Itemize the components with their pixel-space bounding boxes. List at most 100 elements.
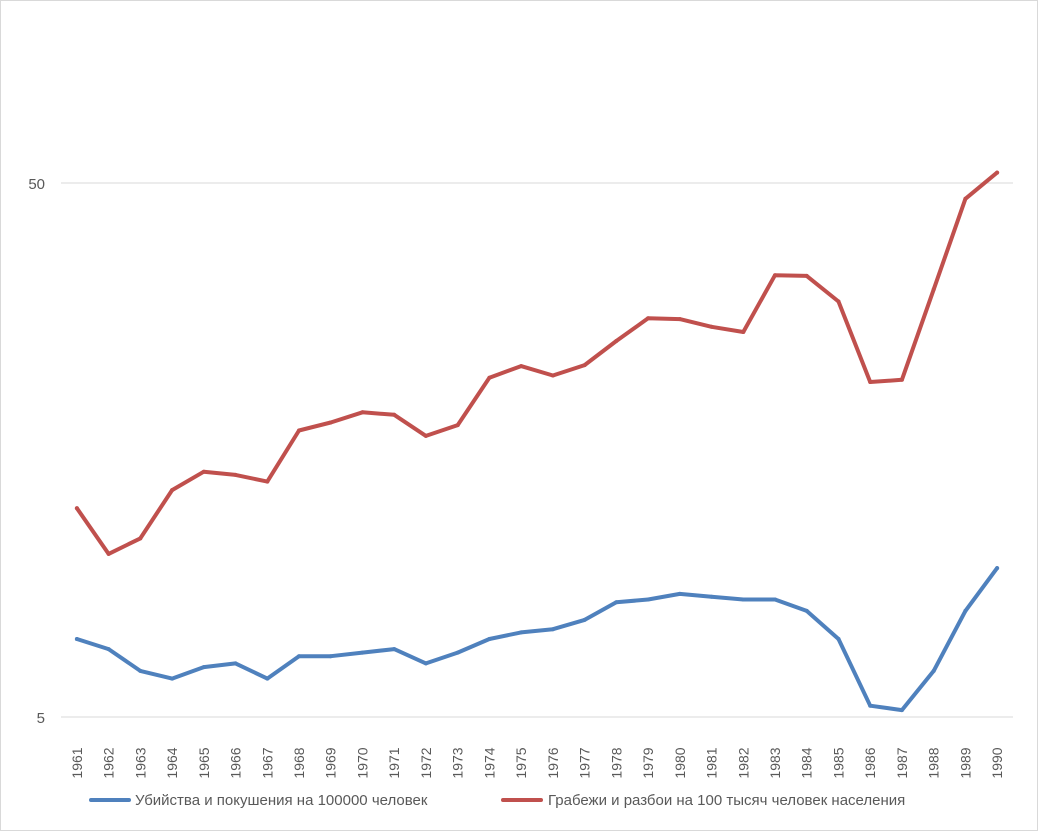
x-tick-label: 1972 <box>418 747 434 778</box>
data-point <box>170 676 175 681</box>
data-point <box>138 536 143 541</box>
data-point <box>74 637 79 641</box>
data-point <box>995 170 1000 175</box>
data-point <box>582 617 587 622</box>
x-tick-label: 1987 <box>894 747 910 778</box>
data-point <box>455 423 460 428</box>
y-tick-label: 50 <box>28 176 45 193</box>
data-point <box>487 637 492 641</box>
data-point <box>265 676 270 681</box>
data-point <box>487 375 492 380</box>
x-tick-label: 1982 <box>735 747 751 778</box>
data-point <box>677 591 682 596</box>
legend-item: Грабежи и разбои на 100 тысяч человек на… <box>501 792 905 809</box>
data-point <box>931 287 936 292</box>
x-tick-label: 1971 <box>386 747 402 778</box>
x-tick-label: 1981 <box>704 747 720 778</box>
data-point <box>899 708 904 713</box>
x-tick-label: 1985 <box>830 747 846 778</box>
x-tick-label: 1967 <box>259 747 275 778</box>
x-tick-label: 1988 <box>926 747 942 778</box>
data-point <box>297 654 301 659</box>
data-point <box>963 608 968 613</box>
x-tick-label: 1983 <box>767 747 783 778</box>
series-line-1 <box>74 566 1000 713</box>
x-tick-label: 1969 <box>323 747 339 778</box>
data-point <box>995 566 1000 571</box>
data-point <box>741 330 746 334</box>
data-point <box>741 597 746 602</box>
data-point <box>74 506 79 511</box>
x-tick-label: 1968 <box>291 747 307 778</box>
x-tick-label: 1977 <box>577 747 593 778</box>
legend-label: Грабежи и разбои на 100 тысяч человек на… <box>548 792 905 809</box>
data-point <box>709 594 714 599</box>
data-point <box>328 420 333 425</box>
data-point <box>233 661 238 666</box>
x-tick-label: 1962 <box>101 747 117 778</box>
x-tick-label: 1990 <box>989 747 1005 778</box>
data-point <box>423 661 428 666</box>
data-point <box>899 377 904 382</box>
data-point <box>709 324 714 329</box>
x-tick-label: 1989 <box>957 747 973 778</box>
series-1 <box>74 566 1000 713</box>
legend-item: Убийства и покушения на 100000 человек <box>89 792 428 809</box>
data-point <box>836 299 841 304</box>
data-point <box>868 703 873 708</box>
series-line-2 <box>74 170 1000 556</box>
series-2 <box>74 170 1000 556</box>
x-tick-label: 1964 <box>164 747 180 778</box>
data-point <box>804 608 809 613</box>
data-point <box>233 472 238 477</box>
x-tick-label: 1984 <box>799 747 815 778</box>
data-point <box>868 380 873 384</box>
data-point <box>582 363 587 368</box>
x-tick-label: 1961 <box>69 747 85 778</box>
data-point <box>297 428 301 433</box>
data-point <box>804 273 809 278</box>
data-point <box>201 665 206 670</box>
x-tick-label: 1966 <box>228 747 244 778</box>
data-point <box>677 317 682 322</box>
data-point <box>392 647 397 652</box>
data-point <box>265 479 270 484</box>
x-tick-label: 1965 <box>196 747 212 778</box>
data-point <box>773 597 777 602</box>
data-point <box>360 410 365 415</box>
data-point <box>550 627 555 632</box>
data-point <box>931 668 936 673</box>
x-tick-label: 1974 <box>481 747 497 778</box>
legend-label: Убийства и покушения на 100000 человек <box>135 792 428 809</box>
data-point <box>328 654 333 659</box>
data-point <box>423 433 428 438</box>
data-point <box>519 630 524 635</box>
x-tick-label: 1973 <box>450 747 466 778</box>
y-tick-label: 5 <box>37 710 45 727</box>
x-tick-label: 1975 <box>513 747 529 778</box>
x-tick-label: 1976 <box>545 747 561 778</box>
data-point <box>614 339 619 343</box>
data-point <box>519 364 524 369</box>
data-point <box>106 551 111 556</box>
x-tick-label: 1980 <box>672 747 688 778</box>
x-tick-label: 1978 <box>608 747 624 778</box>
data-point <box>646 597 651 602</box>
data-point <box>646 316 651 321</box>
data-point <box>138 668 143 673</box>
data-point <box>201 469 206 474</box>
data-point <box>106 647 111 652</box>
data-point <box>170 488 175 493</box>
x-tick-label: 1986 <box>862 747 878 778</box>
data-point <box>773 273 777 278</box>
data-point <box>836 637 841 641</box>
x-tick-label: 1970 <box>354 747 370 778</box>
data-point <box>550 373 555 378</box>
data-point <box>360 650 365 655</box>
x-tick-label: 1963 <box>132 747 148 778</box>
x-tick-label: 1979 <box>640 747 656 778</box>
data-point <box>392 412 397 417</box>
data-point <box>963 196 968 201</box>
